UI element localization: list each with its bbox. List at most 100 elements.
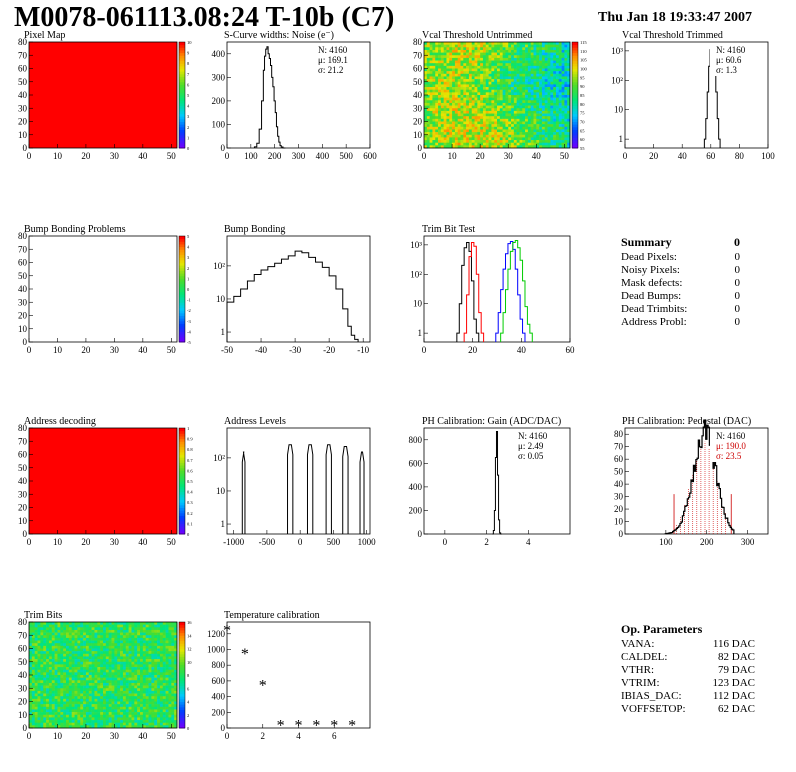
heatmap-cell bbox=[482, 79, 487, 83]
heatmap-cell bbox=[162, 632, 166, 636]
heatmap-cell bbox=[134, 696, 138, 700]
heatmap-cell bbox=[429, 116, 433, 120]
heatmap-cell bbox=[522, 129, 526, 133]
heatmap-cell bbox=[31, 675, 35, 678]
heatmap-cell bbox=[122, 664, 127, 668]
heatmap-cell bbox=[424, 79, 428, 83]
palette-tick: 8 bbox=[187, 673, 190, 678]
x-tick-label: 20 bbox=[81, 345, 91, 355]
heatmap-cell bbox=[171, 643, 175, 647]
heatmap-cell bbox=[511, 140, 515, 143]
heatmap-cell bbox=[432, 49, 436, 53]
heatmap-cell bbox=[48, 725, 53, 729]
heatmap-cell bbox=[159, 722, 164, 726]
heatmap-cell bbox=[533, 95, 537, 98]
heatmap-cell bbox=[111, 664, 115, 668]
heatmap-cell bbox=[449, 89, 453, 93]
heatmap-cell bbox=[157, 648, 161, 652]
heatmap-cell bbox=[499, 42, 503, 45]
heatmap-cell bbox=[541, 124, 546, 128]
heatmap-cell bbox=[499, 55, 503, 59]
heatmap-cell bbox=[522, 79, 526, 83]
heatmap-cell bbox=[108, 701, 112, 705]
heatmap-cell bbox=[502, 97, 506, 101]
heatmap-cell bbox=[426, 76, 430, 80]
heatmap-cell bbox=[432, 73, 436, 77]
heatmap-cell bbox=[168, 680, 172, 684]
heatmap-cell bbox=[454, 100, 458, 104]
heatmap-cell bbox=[499, 137, 503, 141]
y-tick-label: 600 bbox=[409, 458, 423, 468]
palette-cell bbox=[179, 428, 185, 432]
heatmap-cell bbox=[463, 65, 467, 69]
heatmap-cell bbox=[494, 44, 498, 48]
heatmap-cell bbox=[432, 134, 436, 138]
heatmap-cell bbox=[491, 65, 495, 69]
x-tick-label: -10 bbox=[357, 345, 369, 355]
heatmap-cell bbox=[111, 651, 115, 655]
heatmap-cell bbox=[567, 42, 571, 45]
heatmap-cell bbox=[57, 624, 61, 628]
heatmap-cell bbox=[168, 690, 172, 694]
heatmap-cell bbox=[454, 108, 458, 112]
heatmap-cell bbox=[29, 696, 33, 700]
heatmap-cell bbox=[508, 63, 512, 67]
heatmap-cell bbox=[37, 720, 41, 723]
heatmap-cell bbox=[54, 709, 58, 713]
heatmap-cell bbox=[63, 709, 67, 713]
heatmap-cell bbox=[40, 637, 44, 641]
heatmap-cell bbox=[83, 696, 87, 700]
heatmap-cell bbox=[443, 60, 447, 64]
heatmap-cell bbox=[564, 121, 568, 125]
heatmap-cell bbox=[466, 105, 470, 109]
palette-frame bbox=[571, 41, 579, 149]
heatmap-cell bbox=[513, 92, 517, 96]
stats-line: N: 4160 bbox=[318, 45, 348, 55]
heatmap-cell bbox=[516, 105, 520, 109]
heatmap-cell bbox=[125, 722, 129, 726]
x-tick-label: 4 bbox=[296, 731, 301, 741]
heatmap-cell bbox=[525, 87, 529, 90]
heatmap-cell bbox=[97, 677, 101, 681]
heatmap-cell bbox=[457, 81, 461, 85]
heatmap-cell bbox=[539, 105, 543, 109]
heatmap-cell bbox=[547, 92, 551, 96]
heatmap-cell bbox=[460, 76, 464, 80]
x-tick-label: 4 bbox=[526, 537, 531, 547]
heatmap-cell bbox=[536, 49, 540, 53]
heatmap-cell bbox=[468, 126, 473, 130]
heatmap-cell bbox=[452, 97, 456, 101]
heatmap-cell bbox=[140, 706, 144, 710]
heatmap-cell bbox=[438, 84, 442, 88]
heatmap-cell bbox=[452, 100, 456, 104]
heatmap-cell bbox=[541, 81, 546, 85]
heatmap-cell bbox=[443, 63, 447, 67]
heatmap-cell bbox=[443, 100, 447, 104]
heatmap-cell bbox=[131, 677, 135, 681]
heatmap-cell bbox=[174, 706, 178, 710]
heatmap-cell bbox=[37, 688, 41, 692]
palette-cell bbox=[179, 494, 185, 498]
heatmap-cell bbox=[174, 722, 178, 726]
heatmap-cell bbox=[145, 680, 149, 684]
heatmap-cell bbox=[131, 717, 135, 721]
heatmap-cell bbox=[117, 637, 121, 641]
heatmap-cell bbox=[117, 688, 121, 692]
heatmap-cell bbox=[530, 126, 534, 130]
heatmap-cell bbox=[117, 696, 121, 700]
y-tick-label: 1000 bbox=[207, 644, 226, 654]
heatmap-cell bbox=[134, 706, 138, 710]
heatmap-cell bbox=[544, 129, 548, 133]
y-tick-label: 60 bbox=[18, 258, 28, 268]
heatmap-cell bbox=[40, 688, 44, 692]
heatmap-cell bbox=[80, 672, 84, 676]
heatmap-cell bbox=[40, 656, 44, 660]
heatmap-cell bbox=[91, 696, 95, 700]
page-title: M0078-061113.08:24 T-10b (C7) bbox=[14, 2, 395, 33]
heatmap-cell bbox=[536, 126, 540, 130]
heatmap-cell bbox=[561, 124, 565, 128]
heatmap-cell bbox=[83, 669, 87, 673]
plot-frame bbox=[624, 427, 769, 535]
heatmap-cell bbox=[482, 105, 487, 109]
heatmap-cell bbox=[491, 108, 495, 112]
